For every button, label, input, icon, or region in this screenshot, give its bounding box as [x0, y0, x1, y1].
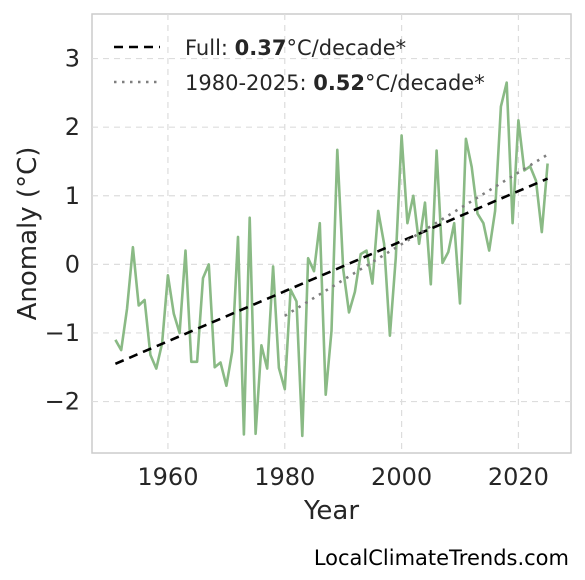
legend-recent-trend-label: 1980-2025: 0.52°C/decade*: [185, 71, 485, 95]
y-tick-label: 2: [65, 113, 80, 141]
x-tick-label: 2000: [371, 463, 432, 491]
legend: Full: 0.37°C/decade* 1980-2025: 0.52°C/d…: [114, 36, 485, 95]
series-layer: [114, 81, 549, 438]
recent-trend-line: [284, 153, 549, 317]
legend-full-unit: °C/decade*: [287, 36, 407, 60]
x-axis-ticks: 1960 1980 2000 2020: [137, 463, 549, 491]
y-tick-label: 1: [65, 182, 80, 210]
legend-recent-unit: °C/decade*: [365, 71, 485, 95]
full-trend-line: [114, 177, 549, 365]
y-tick-label: 0: [65, 250, 80, 278]
x-tick-label: 1960: [137, 463, 198, 491]
legend-full-rate: 0.37: [235, 36, 287, 60]
legend-recent-prefix: 1980-2025:: [185, 71, 313, 95]
x-tick-label: 2020: [488, 463, 549, 491]
x-tick-label: 1980: [254, 463, 315, 491]
y-axis-title: Anomaly (°C): [13, 147, 43, 321]
x-axis-title: Year: [303, 496, 359, 526]
legend-recent-rate: 0.52: [313, 71, 365, 95]
y-tick-label: −1: [45, 319, 80, 347]
site-credit: LocalClimateTrends.com: [313, 546, 569, 570]
y-axis-ticks: −2 −1 0 1 2 3: [45, 45, 80, 416]
y-tick-label: 3: [65, 45, 80, 73]
legend-full-trend-label: Full: 0.37°C/decade*: [185, 36, 406, 60]
y-tick-label: −2: [45, 388, 80, 416]
legend-full-prefix: Full:: [185, 36, 235, 60]
